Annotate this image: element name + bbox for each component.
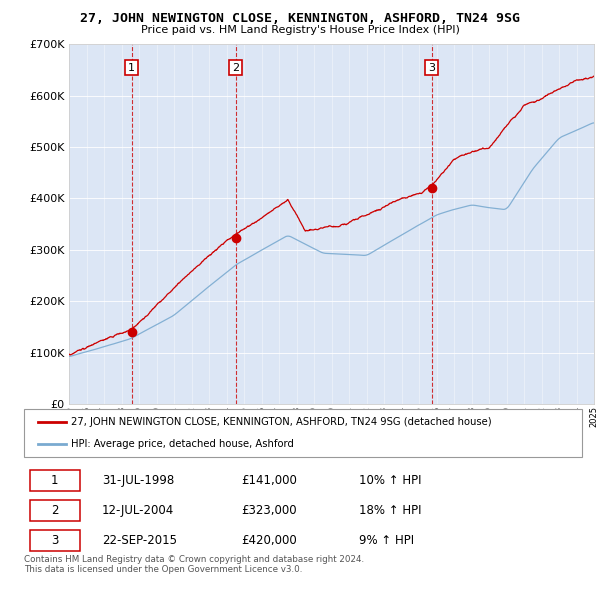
FancyBboxPatch shape bbox=[29, 470, 80, 491]
Text: 3: 3 bbox=[51, 534, 58, 547]
Text: HPI: Average price, detached house, Ashford: HPI: Average price, detached house, Ashf… bbox=[71, 439, 295, 449]
Text: £141,000: £141,000 bbox=[242, 474, 298, 487]
Text: 2: 2 bbox=[232, 63, 239, 73]
Text: 2: 2 bbox=[51, 504, 58, 517]
Text: Contains HM Land Registry data © Crown copyright and database right 2024.
This d: Contains HM Land Registry data © Crown c… bbox=[24, 555, 364, 574]
Text: 31-JUL-1998: 31-JUL-1998 bbox=[102, 474, 175, 487]
Text: Price paid vs. HM Land Registry's House Price Index (HPI): Price paid vs. HM Land Registry's House … bbox=[140, 25, 460, 35]
Text: 1: 1 bbox=[128, 63, 135, 73]
FancyBboxPatch shape bbox=[29, 530, 80, 551]
Text: 12-JUL-2004: 12-JUL-2004 bbox=[102, 504, 175, 517]
Text: £420,000: £420,000 bbox=[242, 534, 298, 547]
FancyBboxPatch shape bbox=[29, 500, 80, 521]
FancyBboxPatch shape bbox=[24, 409, 582, 457]
Text: 22-SEP-2015: 22-SEP-2015 bbox=[102, 534, 177, 547]
Text: £323,000: £323,000 bbox=[242, 504, 297, 517]
Text: 10% ↑ HPI: 10% ↑ HPI bbox=[359, 474, 421, 487]
Text: 1: 1 bbox=[51, 474, 58, 487]
Text: 27, JOHN NEWINGTON CLOSE, KENNINGTON, ASHFORD, TN24 9SG: 27, JOHN NEWINGTON CLOSE, KENNINGTON, AS… bbox=[80, 12, 520, 25]
Text: 27, JOHN NEWINGTON CLOSE, KENNINGTON, ASHFORD, TN24 9SG (detached house): 27, JOHN NEWINGTON CLOSE, KENNINGTON, AS… bbox=[71, 417, 492, 427]
Text: 9% ↑ HPI: 9% ↑ HPI bbox=[359, 534, 414, 547]
Text: 18% ↑ HPI: 18% ↑ HPI bbox=[359, 504, 421, 517]
Text: 3: 3 bbox=[428, 63, 435, 73]
